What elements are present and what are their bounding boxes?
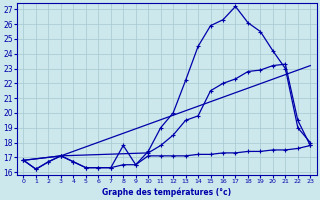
X-axis label: Graphe des températures (°c): Graphe des températures (°c) — [102, 187, 231, 197]
